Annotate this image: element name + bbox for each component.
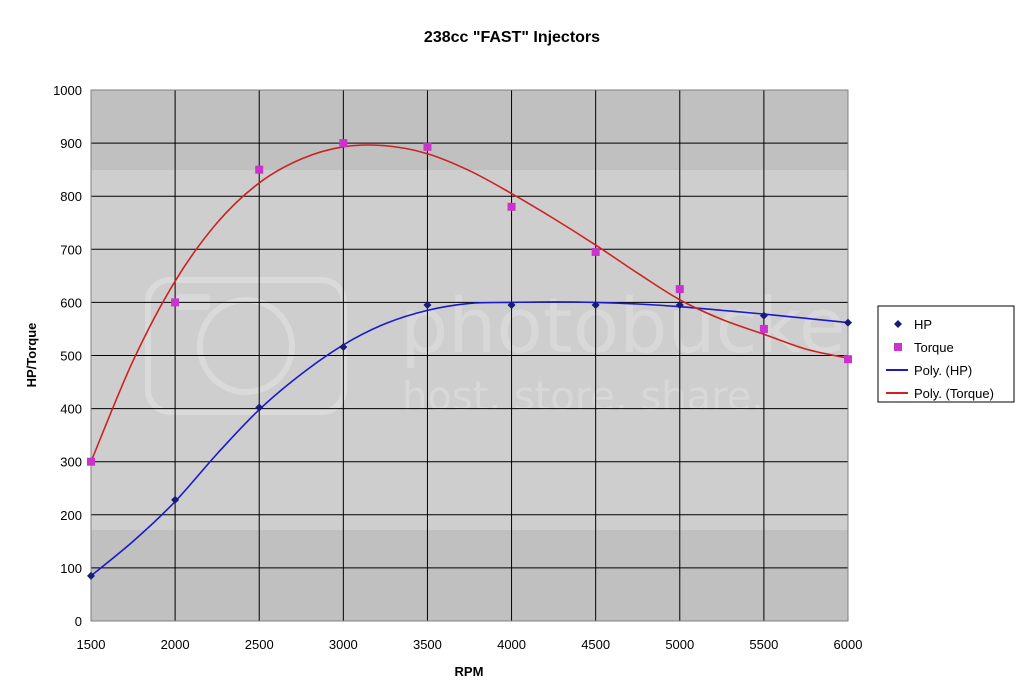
- x-axis-label: RPM: [455, 664, 484, 679]
- x-tick-label: 6000: [834, 637, 863, 652]
- trendline-poly-torque: [90, 144, 849, 463]
- x-tick-label: 4500: [581, 637, 610, 652]
- torque-point: [171, 298, 180, 307]
- torque-point: [507, 202, 516, 211]
- y-tick-label: 500: [60, 349, 82, 364]
- legend-box: [877, 305, 1015, 403]
- hp-point: [255, 403, 264, 412]
- hp-point: [339, 343, 348, 352]
- y-tick-label: 200: [60, 508, 82, 523]
- hp-point: [171, 495, 180, 504]
- x-tick-label: 1500: [77, 637, 106, 652]
- legend-label-poly-hp: Poly. (HP): [914, 363, 972, 378]
- y-tick-label: 600: [60, 295, 82, 310]
- y-tick-label: 300: [60, 455, 82, 470]
- x-tick-label: 5500: [749, 637, 778, 652]
- x-tick-label: 2000: [161, 637, 190, 652]
- watermark: photobucket host. store. share.: [0, 170, 875, 530]
- y-tick-label: 100: [60, 561, 82, 576]
- y-tick-label: 1000: [53, 83, 82, 98]
- legend-swatch-hp: [894, 320, 902, 328]
- watermark-tagline: host. store. share.: [402, 374, 764, 420]
- x-tick-label: 2500: [245, 637, 274, 652]
- trendline-poly-hp: [90, 301, 849, 577]
- chart-title: 238cc "FAST" Injectors: [424, 29, 600, 46]
- hp-point: [591, 301, 600, 310]
- hp-point: [507, 301, 516, 310]
- hp-point: [844, 318, 852, 327]
- torque-point: [255, 165, 264, 174]
- x-tick-label: 3500: [413, 637, 442, 652]
- legend-label-hp: HP: [914, 317, 932, 332]
- legend: HP Torque Poly. (HP) Poly. (Torque): [877, 305, 1015, 403]
- hp-point: [87, 571, 95, 580]
- torque-point: [844, 355, 852, 364]
- series-layer: [87, 139, 852, 580]
- y-tick-label: 800: [60, 189, 82, 204]
- legend-label-poly-torque: Poly. (Torque): [914, 386, 994, 401]
- torque-point: [591, 247, 600, 256]
- hp-point: [423, 301, 432, 310]
- x-tick-label: 5000: [665, 637, 694, 652]
- y-tick-label: 0: [75, 614, 82, 629]
- watermark-band: [0, 170, 850, 530]
- torque-point: [87, 457, 95, 466]
- torque-point: [675, 285, 684, 294]
- legend-swatch-torque: [894, 343, 902, 351]
- legend-label-torque: Torque: [914, 340, 954, 355]
- y-axis-label: HP/Torque: [24, 323, 39, 388]
- hp-point: [675, 301, 684, 310]
- y-tick-label: 700: [60, 242, 82, 257]
- hp-point: [759, 311, 768, 320]
- x-axis-ticks: 1500 2000 2500 3000 3500 4000 4500 5000 5500 6000: [77, 637, 863, 652]
- watermark-text: photobucket: [400, 281, 875, 370]
- torque-point: [339, 139, 348, 148]
- torque-point: [423, 142, 432, 151]
- x-tick-label: 4000: [497, 637, 526, 652]
- torque-point: [759, 324, 768, 333]
- y-tick-label: 900: [60, 136, 82, 151]
- y-axis-ticks: 0 100 200 300 400 500 600 700 800 900 1000: [53, 83, 82, 629]
- x-tick-label: 3000: [329, 637, 358, 652]
- y-tick-label: 400: [60, 402, 82, 417]
